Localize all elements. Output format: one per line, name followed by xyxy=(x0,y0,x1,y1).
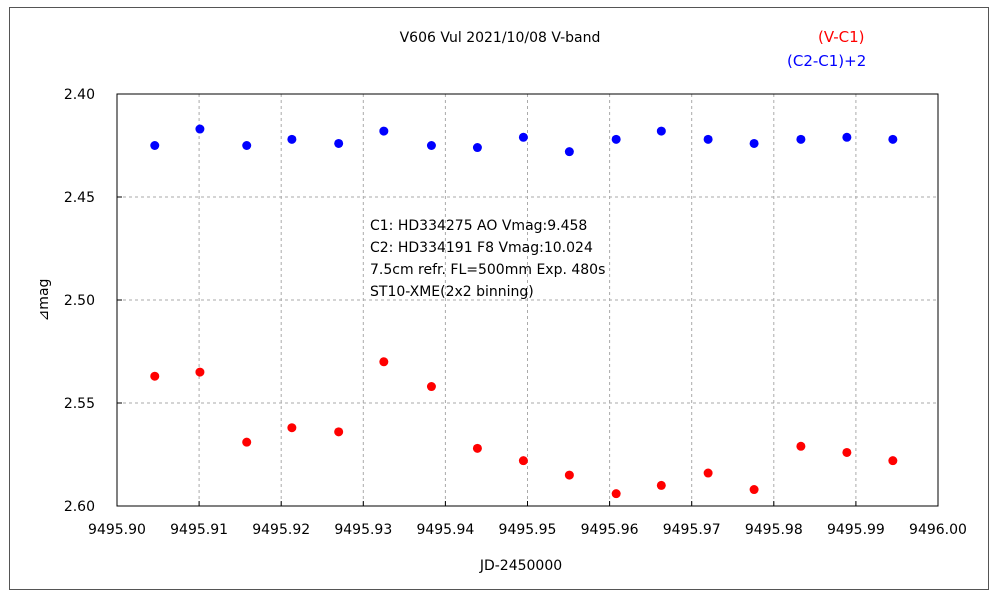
annotation-line: C1: HD334275 AO Vmag:9.458 xyxy=(370,218,587,234)
data-point-series-1 xyxy=(564,147,574,157)
legend-entry-1: (C2-C1)+2 xyxy=(787,52,866,70)
data-point-series-1 xyxy=(150,141,160,150)
y-tick-label: 2.40 xyxy=(64,87,95,103)
data-point-series-0 xyxy=(888,456,898,466)
data-point-series-0 xyxy=(334,427,344,437)
data-point-series-0 xyxy=(796,441,806,451)
data-point-series-1 xyxy=(656,126,666,136)
data-point-series-1 xyxy=(334,138,344,148)
data-point-series-0 xyxy=(611,489,621,499)
data-point-series-0 xyxy=(287,423,297,433)
data-point-series-0 xyxy=(518,456,528,466)
data-point-series-1 xyxy=(796,134,806,144)
x-tick-label: 9495.97 xyxy=(663,522,721,538)
data-point-series-1 xyxy=(842,132,852,142)
data-point-series-1 xyxy=(888,134,898,144)
data-point-series-0 xyxy=(842,447,852,457)
data-point-series-0 xyxy=(379,357,389,367)
x-tick-label: 9495.98 xyxy=(745,522,803,538)
annotation-line: C2: HD334191 F8 Vmag:10.024 xyxy=(370,240,593,256)
data-point-series-0 xyxy=(426,382,436,392)
data-point-series-1 xyxy=(472,143,482,153)
chart-frame xyxy=(9,7,989,590)
y-tick-label: 2.55 xyxy=(64,396,95,412)
data-point-series-1 xyxy=(518,132,528,142)
x-axis-label: JD-2450000 xyxy=(479,558,562,574)
x-tick-label: 9495.93 xyxy=(334,522,392,538)
x-tick-label: 9495.96 xyxy=(581,522,639,538)
annotation-line: 7.5cm refr. FL=500mm Exp. 480s xyxy=(370,262,605,278)
data-point-series-1 xyxy=(195,124,205,134)
data-point-series-1 xyxy=(287,134,297,144)
data-point-series-0 xyxy=(150,371,160,381)
data-point-series-0 xyxy=(242,437,252,447)
data-point-series-1 xyxy=(611,134,621,144)
data-point-series-1 xyxy=(379,126,389,136)
chart-title: V606 Vul 2021/10/08 V-band xyxy=(400,30,601,46)
data-point-series-1 xyxy=(703,134,713,144)
annotation-line: ST10-XME(2x2 binning) xyxy=(370,284,534,300)
y-tick-label: 2.45 xyxy=(64,190,95,206)
x-tick-label: 9495.94 xyxy=(416,522,474,538)
data-point-series-1 xyxy=(242,141,252,150)
data-point-series-0 xyxy=(564,470,574,480)
y-tick-label: 2.60 xyxy=(64,499,95,515)
x-tick-label: 9495.99 xyxy=(827,522,885,538)
data-point-series-1 xyxy=(749,138,759,148)
data-point-series-0 xyxy=(749,485,759,495)
data-point-series-0 xyxy=(195,367,205,377)
legend-entry-0: (V-C1) xyxy=(818,28,865,46)
data-point-series-0 xyxy=(656,480,666,490)
x-tick-label: 9495.92 xyxy=(252,522,310,538)
data-point-series-0 xyxy=(703,468,713,478)
x-tick-label: 9495.95 xyxy=(499,522,557,538)
data-point-series-0 xyxy=(472,443,482,453)
x-tick-label: 9495.90 xyxy=(88,522,146,538)
y-tick-label: 2.50 xyxy=(64,293,95,309)
data-point-series-1 xyxy=(426,141,436,150)
x-tick-label: 9495.91 xyxy=(170,522,228,538)
y-axis-label: ⊿mag xyxy=(36,279,52,322)
x-tick-label: 9496.00 xyxy=(909,522,967,538)
